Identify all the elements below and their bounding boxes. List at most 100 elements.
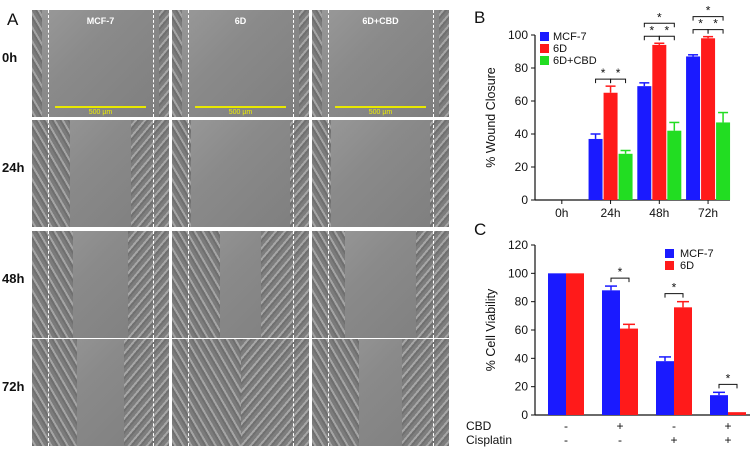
micrograph-6D-0h: 6D 500 µm [172,10,309,117]
wound-edge-line [188,10,190,117]
significance-marker: * [672,281,677,295]
wound-edge-line [328,120,330,227]
wound-edge-line [292,120,294,227]
y-axis-label: % Wound Closure [484,67,498,168]
micrograph-6D-24h [172,120,309,227]
wound-edge-line [188,231,190,338]
y-axis-label: % Cell Viability [484,288,498,371]
cell-layer-left [32,231,74,338]
cell-layer-right [123,339,169,446]
micrograph-6D-48h [172,231,309,338]
significance-marker: * [657,10,662,24]
bar-MCF-7-0 [548,273,566,415]
x-tick-label: 72h [698,206,718,220]
condition-label-CBD: CBD [466,419,492,433]
significance-marker: * [664,23,669,37]
legend-swatch-6D [540,44,549,53]
y-tick-label: 20 [515,160,529,174]
column-title-6D+CBD: 6D+CBD [362,16,399,26]
row-label-48h: 48h [2,270,25,286]
cell-layer-right [299,10,309,117]
cell-layer-left [172,10,182,117]
bar-MCF-7-72h [686,56,701,201]
bar-6D+CBD-48h [667,130,682,200]
micrograph-6D+CBD-72h [312,339,449,446]
row-label-72h: 72h [2,378,25,394]
micrograph-MCF-7-24h [32,120,169,227]
wound-edge-line [292,339,294,446]
cell-layer-left [172,120,192,227]
y-tick-label: 40 [515,127,529,141]
bar-6D-24h [603,92,618,200]
cell-layer-right [240,339,309,446]
panel-b-letter: B [474,8,485,27]
bar-6D-3 [728,412,746,415]
significance-bracket [610,277,630,283]
scale-bar-label: 500 µm [88,109,113,116]
wound-edge-line [188,339,190,446]
legend-swatch-MCF-7 [540,32,549,41]
legend-label-6D: 6D [553,43,567,55]
bar-6D+CBD-72h [716,122,731,200]
cell-layer-left [312,339,359,446]
y-tick-label: 60 [515,94,529,108]
cell-layer-left [172,231,220,338]
y-tick-label: 0 [521,193,528,207]
row-label-24h: 24h [2,159,25,175]
bar-6D-1 [620,328,638,415]
wound-edge-line [328,231,330,338]
cell-viability-chart: C 0 20 40 60 80 100 120 % Cell Viability * * * MCF-7… [466,220,750,447]
micrograph-MCF-7-72h [32,339,169,446]
legend-swatch-6D+CBD [540,56,549,65]
significance-marker: * [726,371,731,385]
bar-6D-2 [674,307,692,415]
panel-c-letter: C [474,220,486,239]
micrograph-6D-72h [172,339,309,446]
wound-edge-line [48,231,50,338]
significance-bracket [707,29,724,34]
y-tick-label: 80 [515,61,529,75]
condition-sign: - [564,433,568,447]
significance-bracket [692,16,724,21]
condition-sign: + [724,419,731,433]
wound-edge-line [432,231,434,338]
cell-layer-left [312,10,322,117]
cell-layer-right [429,120,449,227]
micrograph-6D+CBD-48h [312,231,449,338]
micrograph-6D+CBD-0h: 6D+CBD 500 µm [312,10,449,117]
significance-bracket [610,78,627,84]
condition-label-Cisplatin: Cisplatin [466,433,512,447]
micrograph-MCF-7-48h [32,231,169,338]
scale-bar [335,106,426,108]
x-tick-label: 24h [601,206,621,220]
significance-marker: * [706,4,711,18]
bar-MCF-7-24h [588,138,603,200]
column-title-6D: 6D [234,16,247,26]
bar-6D+CBD-24h [618,153,633,200]
legend-swatch-6D [665,261,674,270]
condition-sign: + [724,433,731,447]
wound-edge-line [328,10,330,117]
condition-sign: + [616,419,623,433]
scale-bar-label: 500 µm [368,109,393,116]
cell-layer-left [32,10,42,117]
significance-bracket [718,383,738,389]
panel-a-letter: A [7,10,19,29]
wound-closure-chart: B 0 20 40 60 80 100 % Wound Closure 0h 24h 48h 72h M… [474,4,731,220]
bar-MCF-7-48h [637,86,652,200]
cell-layer-right [289,120,309,227]
cell-layer-right [130,120,169,227]
legend-swatch-MCF-7 [665,249,674,258]
scale-bar [55,106,146,108]
wound-edge-line [432,339,434,446]
y-tick-label: 20 [515,380,529,394]
legend-label-6D: 6D [680,260,694,272]
bar-6D-48h [652,44,667,201]
cell-layer-left [32,339,78,446]
significance-marker: * [601,66,606,80]
condition-sign: - [618,433,622,447]
wound-edge-line [292,10,294,117]
bar-6D-0 [566,273,584,415]
cell-layer-left [32,120,71,227]
cell-layer-right [159,10,169,117]
